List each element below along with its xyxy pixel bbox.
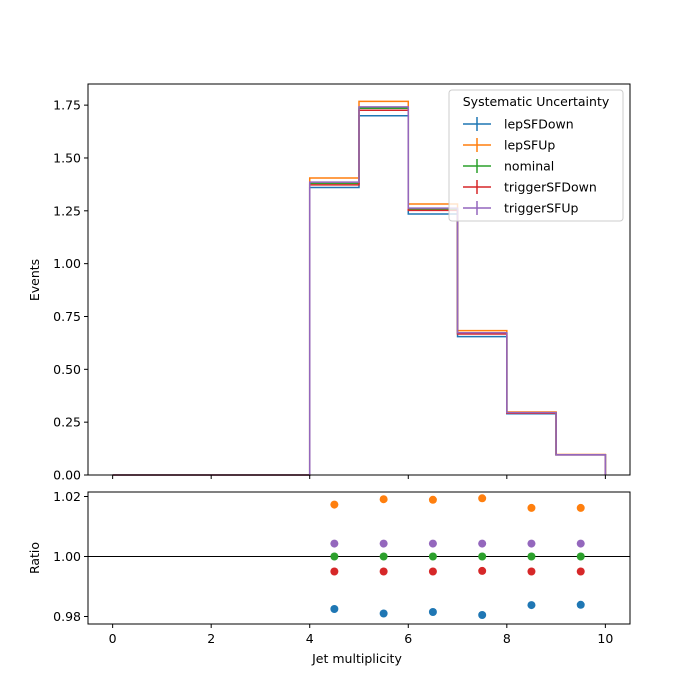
main-y-tick-label: 1.50 [53,150,81,165]
ratio-point [478,494,487,503]
ratio-point [576,552,585,561]
ratio-point [478,552,487,561]
main-x-axis-ticks [112,475,606,479]
ratio-point [379,567,388,576]
ratio-point [428,567,437,576]
ratio-point [428,552,437,561]
ratio-point [527,552,536,561]
ratio-series-lepSFUp [330,494,585,512]
ratio-point [478,611,487,619]
ratio-point [379,609,388,618]
ratio-plot-area [88,492,630,624]
ratio-point [478,539,487,548]
legend-title: Systematic Uncertainty [463,94,610,109]
ratio-plot-frame [87,491,631,625]
x-axis-label: Jet multiplicity [311,651,402,666]
ratio-point [330,500,339,509]
main-histogram-panel: 0.000.250.500.751.001.251.501.75 Events … [27,83,631,483]
x-tick-label: 0 [109,631,117,646]
ratio-point [527,503,536,512]
main-plot-frame [87,83,631,476]
ratio-series-group [330,494,585,619]
ratio-point [527,567,536,576]
x-tick-label: 2 [207,631,215,646]
legend: Systematic Uncertainty lepSFDown lepSFUp n… [448,89,624,222]
ratio-point [428,495,437,504]
ratio-point [527,601,536,610]
legend-entry-lepSFUp: lepSFUp [463,138,555,153]
ratio-point [478,566,487,575]
ratio-point [379,552,388,561]
ratio-point [330,539,339,548]
ratio-y-tick-label: 1.02 [53,489,81,504]
legend-label: lepSFUp [504,138,555,153]
main-y-tick-label: 0.00 [53,468,81,483]
main-y-axis-label: Events [27,259,42,301]
x-tick-label: 6 [404,631,412,646]
legend-label: triggerSFUp [504,201,578,216]
ratio-panel: 0.98 1.00 1.02 0 2 4 6 8 10 Ratio Jet multiplic… [27,489,631,666]
ratio-y-axis-label: Ratio [27,542,42,574]
x-tick-label: 8 [503,631,511,646]
legend-entries: lepSFDown lepSFUp nominal triggerSFDown trig… [463,117,597,216]
legend-entry-triggerSFUp: triggerSFUp [463,201,578,216]
ratio-point [576,539,585,548]
ratio-series-lepSFDown [330,600,585,619]
ratio-point [379,539,388,548]
main-y-axis-ticks: 0.00 0.25 0.50 0.75 1.00 1.25 1.50 1.75 [53,98,88,483]
ratio-series-nominal [330,552,585,561]
ratio-point [428,608,437,616]
main-y-tick-label: 1.00 [53,256,81,271]
legend-label: nominal [504,159,554,174]
ratio-point [576,600,585,609]
ratio-point [428,539,437,548]
ratio-point [330,552,339,561]
ratio-y-tick-label: 1.00 [53,549,81,564]
ratio-point [330,605,339,613]
x-tick-label: 4 [306,631,314,646]
legend-box [448,89,624,222]
legend-entry-nominal: nominal [463,159,554,174]
ratio-point [330,567,339,576]
ratio-y-axis-ticks: 0.98 1.00 1.02 [53,489,88,624]
main-y-tick-label: 1.25 [53,203,81,218]
main-y-tick-label: 0.75 [53,309,81,324]
legend-label: lepSFDown [504,117,574,132]
ratio-point [527,539,536,548]
legend-entry-lepSFDown: lepSFDown [463,117,574,132]
ratio-series-triggerSFDown [330,566,585,576]
x-tick-label: 10 [597,631,613,646]
main-y-tick-label: 0.25 [53,415,81,430]
main-y-tick-label: 1.75 [53,98,81,113]
ratio-point [576,567,585,576]
ratio-series-triggerSFUp [330,539,585,548]
ratio-point [576,503,585,512]
ratio-y-tick-label: 0.98 [53,609,81,624]
legend-label: triggerSFDown [504,180,597,195]
ratio-point [379,495,388,504]
main-y-tick-label: 0.50 [53,362,81,377]
ratio-x-axis-ticks: 0 2 4 6 8 10 [109,624,613,646]
legend-entry-triggerSFDown: triggerSFDown [463,180,597,195]
